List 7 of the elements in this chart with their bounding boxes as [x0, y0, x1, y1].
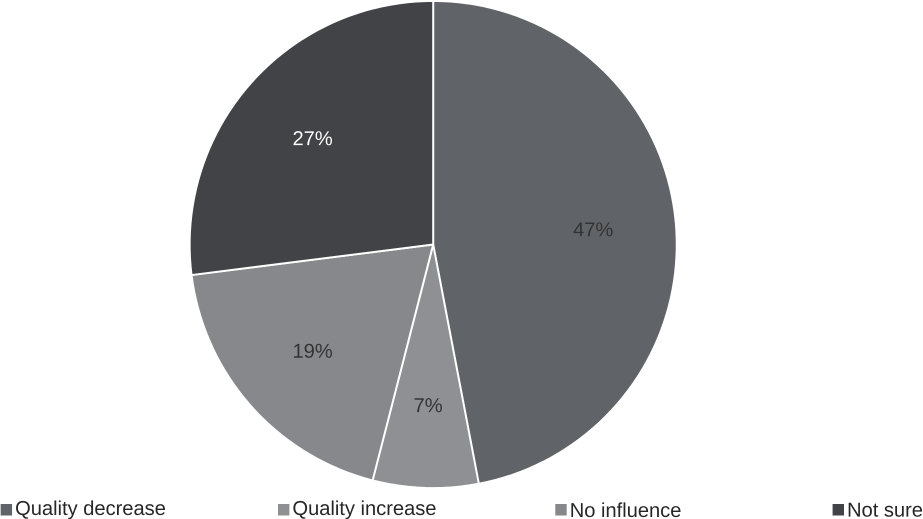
data-label: 19% [294, 344, 332, 358]
legend-label: Quality decrease [16, 500, 165, 519]
legend-label: No influence [571, 502, 681, 518]
legend-label: Quality increase [293, 500, 436, 519]
data-label: 27% [294, 131, 332, 146]
legend-label: Not sure [848, 502, 922, 517]
data-label: 7% [414, 398, 442, 412]
